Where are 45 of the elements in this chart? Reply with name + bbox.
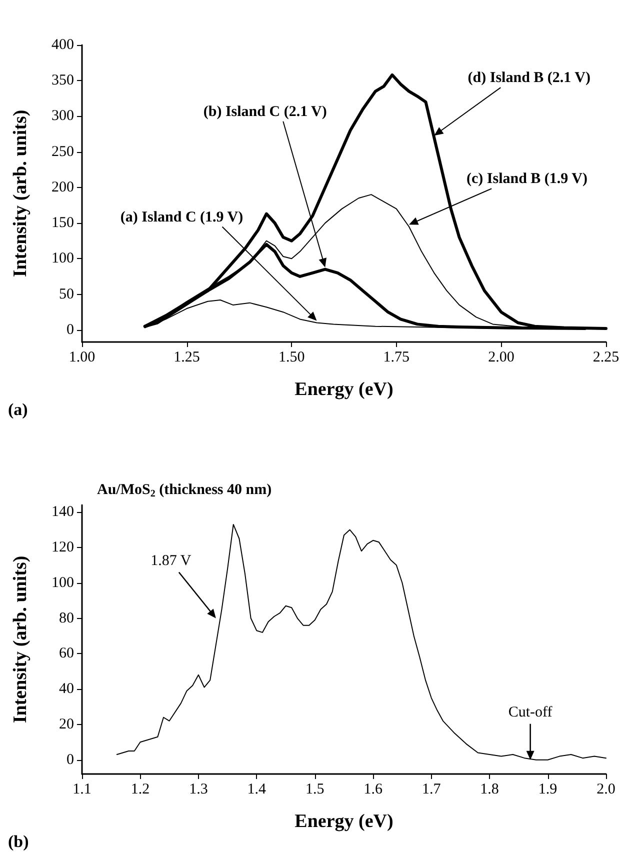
y-tick-label: 140 (52, 504, 74, 520)
y-tick-label: 0 (66, 752, 74, 768)
y-tick-label: 200 (52, 179, 74, 196)
x-tick-label: 2.00 (488, 350, 514, 366)
y-axis-title: Intensity (arb. units) (10, 110, 31, 278)
x-tick-label: 1.5 (306, 782, 324, 798)
y-tick-label: 40 (59, 681, 74, 698)
y-tick-label: 250 (52, 144, 74, 160)
x-tick-label: 1.9 (538, 782, 558, 798)
y-tick-label: 80 (59, 610, 74, 626)
x-tick-label: 1.7 (422, 782, 442, 798)
x-tick-label: 1.75 (383, 350, 410, 366)
x-tick-label: 1.3 (189, 782, 208, 798)
text: (d) Island B (2.1 V) (468, 70, 590, 86)
x-tick-label: 2.0 (596, 782, 616, 798)
x-tick-label: 1.1 (72, 782, 92, 798)
y-tick-label: 300 (52, 108, 74, 124)
y-tick-label: 100 (52, 250, 74, 267)
y-axis-title: Intensity (arb. units) (10, 556, 31, 724)
x-tick-label: 1.6 (364, 782, 383, 798)
annotation: Cut-off (508, 704, 552, 720)
x-tick-label: 1.00 (68, 350, 96, 366)
y-tick-label: 400 (52, 37, 74, 53)
x-tick-label: 2.25 (592, 350, 620, 366)
x-tick-label: 1.4 (247, 782, 267, 798)
y-tick-label: 120 (52, 539, 74, 556)
annotation: 1.87 V (150, 552, 192, 569)
x-tick-label: 1.2 (130, 782, 150, 798)
text: (b) Island C (2.1 V) (203, 104, 327, 120)
x-tick-label: 1.8 (480, 782, 499, 798)
y-tick-label: 60 (59, 646, 74, 662)
text: (b) (8, 832, 29, 851)
y-tick-label: 350 (52, 72, 74, 89)
y-tick-label: 100 (52, 574, 74, 591)
x-axis-title: Energy (eV) (294, 379, 394, 400)
x-axis-title: Energy (eV) (294, 811, 394, 832)
y-tick-label: 0 (66, 322, 74, 338)
y-tick-label: 50 (59, 286, 74, 302)
y-tick-label: 20 (59, 716, 74, 732)
x-tick-label: 1.50 (278, 350, 305, 366)
y-tick-label: 150 (52, 215, 74, 232)
text: (a) Island C (1.9 V) (120, 209, 244, 226)
x-tick-label: 1.25 (174, 350, 200, 366)
text: (c) Island B (1.9 V) (466, 171, 588, 188)
text: (a) (8, 400, 28, 419)
